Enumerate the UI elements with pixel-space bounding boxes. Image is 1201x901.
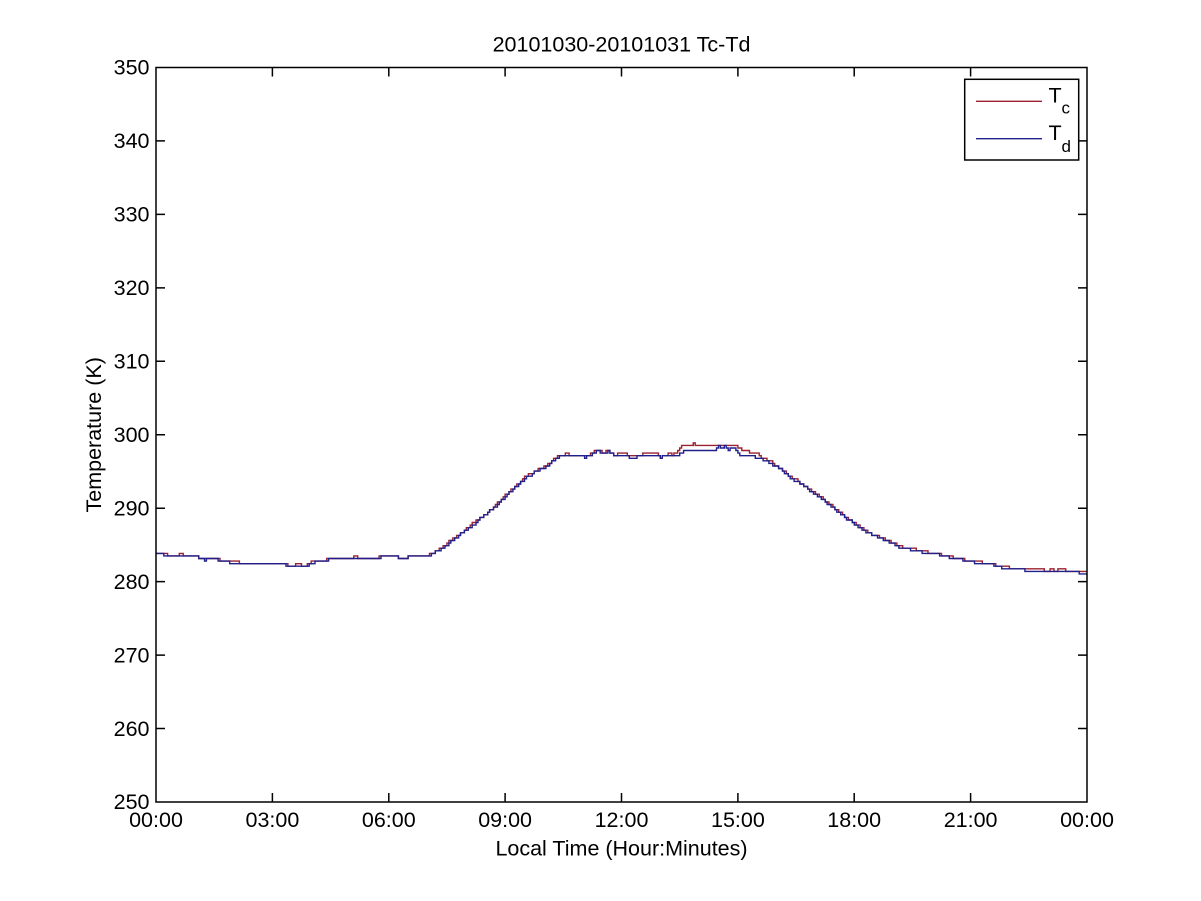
svg-text:18:00: 18:00 [827, 808, 881, 832]
svg-text:09:00: 09:00 [478, 808, 532, 832]
svg-text:T: T [1049, 121, 1062, 145]
svg-text:310: 310 [114, 350, 150, 374]
svg-text:340: 340 [114, 129, 150, 153]
svg-text:06:00: 06:00 [362, 808, 416, 832]
svg-text:c: c [1062, 98, 1071, 117]
svg-text:270: 270 [114, 643, 150, 667]
svg-text:250: 250 [114, 790, 150, 814]
svg-text:12:00: 12:00 [595, 808, 649, 832]
svg-text:350: 350 [114, 56, 150, 80]
svg-text:Temperature (K): Temperature (K) [82, 357, 106, 512]
svg-text:290: 290 [114, 496, 150, 520]
svg-text:21:00: 21:00 [944, 808, 998, 832]
svg-text:320: 320 [114, 276, 150, 300]
svg-text:300: 300 [114, 423, 150, 447]
svg-text:00:00: 00:00 [1060, 808, 1114, 832]
svg-text:330: 330 [114, 203, 150, 227]
svg-text:03:00: 03:00 [245, 808, 299, 832]
svg-text:00:00: 00:00 [129, 808, 183, 832]
svg-text:260: 260 [114, 717, 150, 741]
svg-text:Local Time (Hour:Minutes): Local Time (Hour:Minutes) [495, 837, 747, 861]
svg-text:280: 280 [114, 570, 150, 594]
svg-text:20101030-20101031 Tc-Td: 20101030-20101031 Tc-Td [493, 33, 751, 57]
svg-text:15:00: 15:00 [711, 808, 765, 832]
svg-text:T: T [1049, 84, 1062, 108]
svg-text:d: d [1062, 137, 1071, 156]
